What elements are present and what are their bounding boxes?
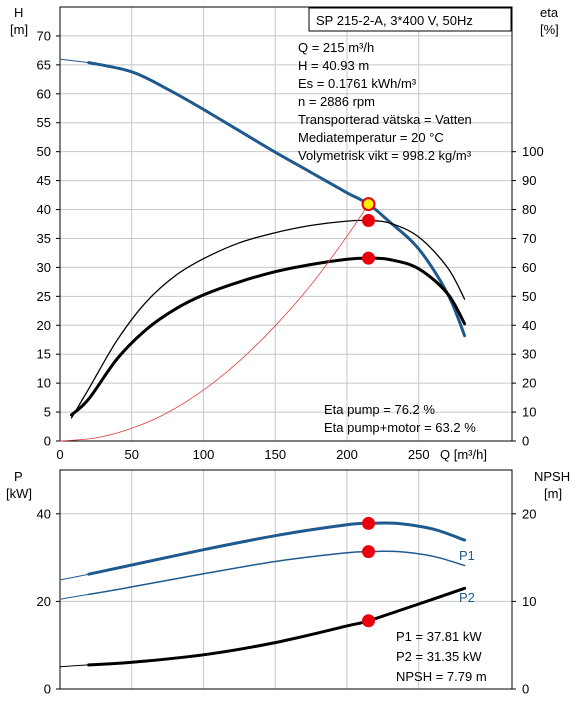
x-tick-label: 100 xyxy=(193,447,215,462)
info-speed: n = 2886 rpm xyxy=(298,94,375,109)
bottom-tick-labels: 0 20 40 0 10 20 xyxy=(37,506,537,696)
info-density: Volymetrisk vikt = 998.2 kg/m³ xyxy=(298,148,472,163)
info-flow: Q = 215 m³/h xyxy=(298,40,374,55)
x-tick-label: 50 xyxy=(125,447,139,462)
y-left-tick-label: 40 xyxy=(37,202,51,217)
y-right-tick-label: 0 xyxy=(522,434,529,449)
top-duty-points xyxy=(361,197,376,265)
duty-point-duty-p1 xyxy=(362,516,376,530)
y-right-unit-bottom: [m] xyxy=(544,486,562,501)
info-p1: P1 = 37.81 kW xyxy=(396,629,482,644)
series-line-npsh xyxy=(87,586,467,667)
y-left-tick-label: 45 xyxy=(37,173,51,188)
y-right-tick-label: 0 xyxy=(522,682,529,697)
y-left-tick-label: 65 xyxy=(37,57,51,72)
x-axis-label: Q [m³/h] xyxy=(440,447,487,462)
y-left-label-top: H xyxy=(14,5,23,20)
series-line-h xyxy=(87,61,467,338)
top-series xyxy=(59,58,467,442)
y-right-tick-label: 20 xyxy=(522,506,536,521)
bottom-series xyxy=(59,521,467,668)
y-left-unit-bottom: [kW] xyxy=(6,486,32,501)
y-right-tick-label: 40 xyxy=(522,318,536,333)
y-left-unit-top: [m] xyxy=(10,22,28,37)
bottom-gridlines xyxy=(60,470,512,689)
series-line-p1 xyxy=(87,521,467,576)
x-tick-label: 250 xyxy=(408,447,430,462)
p1-series-label: P1 xyxy=(459,548,475,563)
y-right-tick-label: 60 xyxy=(522,260,536,275)
series-line-eta-total xyxy=(70,256,467,417)
x-tick-label: 200 xyxy=(336,447,358,462)
top-tick-labels: 50 100 150 200 25000510152025303540455055606… xyxy=(37,28,544,462)
y-right-tick-label: 10 xyxy=(522,405,536,420)
duty-point-duty-h xyxy=(361,197,376,212)
info-npsh: NPSH = 7.79 m xyxy=(396,669,487,684)
y-left-tick-label: 55 xyxy=(37,115,51,130)
header-text: SP 215-2-A, 3*400 V, 50Hz xyxy=(316,13,473,28)
y-right-tick-label: 50 xyxy=(522,289,536,304)
top-gridlines xyxy=(60,7,512,441)
top-plot-frame xyxy=(59,6,513,442)
y-left-tick-label: 0 xyxy=(44,434,51,449)
y-left-tick-label: 10 xyxy=(37,376,51,391)
y-right-tick-label: 80 xyxy=(522,202,536,217)
info-eta-pump: Eta pump = 76.2 % xyxy=(324,402,435,417)
y-left-tick-label: 30 xyxy=(37,260,51,275)
y-right-tick-label: 100 xyxy=(522,144,544,159)
y-right-tick-label: 10 xyxy=(522,594,536,609)
info-temperature: Mediatemperatur = 20 °C xyxy=(298,130,444,145)
power-npsh-panel: 0 20 40 0 10 20 P [kW] NPSH [m] P1 P2 P1 = 37… xyxy=(6,469,570,697)
duty-point-duty-p2 xyxy=(362,545,376,559)
info-head: H = 40.93 m xyxy=(298,58,369,73)
y-left-tick-label: 50 xyxy=(37,144,51,159)
duty-info-block: Q = 215 m³/h H = 40.93 m Es = 0.1761 kWh… xyxy=(298,40,472,163)
duty-point-duty-eta-pump xyxy=(362,214,376,228)
series-line-eta-pump xyxy=(70,219,466,419)
y-left-tick-label: 70 xyxy=(37,28,51,43)
duty-point-duty-npsh xyxy=(362,614,376,628)
y-right-label-bottom: NPSH xyxy=(534,469,570,484)
head-efficiency-panel: 50 100 150 200 25000510152025303540455055606… xyxy=(10,5,559,462)
y-left-tick-label: 15 xyxy=(37,347,51,362)
info-es: Es = 0.1761 kWh/m³ xyxy=(298,76,417,91)
y-right-label-top: eta xyxy=(540,5,559,20)
x-tick-label: 150 xyxy=(264,447,286,462)
y-left-tick-label: 20 xyxy=(37,318,51,333)
y-left-tick-label: 40 xyxy=(37,506,51,521)
info-eta-total: Eta pump+motor = 63.2 % xyxy=(324,420,476,435)
bottom-duty-points xyxy=(362,516,376,628)
series-line-p2 xyxy=(87,550,466,596)
y-left-tick-label: 20 xyxy=(37,594,51,609)
info-liquid: Transporterad vätska = Vatten xyxy=(298,112,472,127)
y-right-tick-label: 30 xyxy=(522,347,536,362)
y-left-label-bottom: P xyxy=(14,469,23,484)
y-left-tick-label: 25 xyxy=(37,289,51,304)
y-left-tick-label: 0 xyxy=(44,682,51,697)
series-line-p1-ext xyxy=(59,573,90,581)
y-left-tick-label: 35 xyxy=(37,231,51,246)
series-line-h-ext xyxy=(59,58,90,64)
y-right-unit-top: [%] xyxy=(540,22,559,37)
series-line-npsh-ext xyxy=(59,664,90,668)
duty-point-duty-eta-total xyxy=(362,251,376,265)
info-p2: P2 = 31.35 kW xyxy=(396,649,482,664)
y-left-tick-label: 5 xyxy=(44,405,51,420)
p2-series-label: P2 xyxy=(459,590,475,605)
header-box xyxy=(308,7,512,32)
y-right-tick-label: 70 xyxy=(522,231,536,246)
y-left-tick-label: 60 xyxy=(37,86,51,101)
series-line-system xyxy=(59,203,369,442)
series-line-p2-ext xyxy=(59,593,90,600)
x-tick-label: 0 xyxy=(56,447,63,462)
y-right-tick-label: 20 xyxy=(522,376,536,391)
y-right-tick-label: 90 xyxy=(522,173,536,188)
